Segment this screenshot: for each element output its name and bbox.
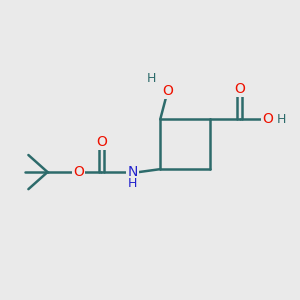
Text: H: H [147, 72, 156, 85]
Text: O: O [162, 84, 173, 98]
Text: O: O [73, 165, 84, 179]
Text: N: N [127, 165, 137, 179]
Text: O: O [262, 112, 274, 126]
Text: H: H [276, 112, 286, 126]
Text: H: H [128, 177, 137, 190]
Text: O: O [96, 135, 107, 149]
Text: O: O [234, 82, 245, 96]
